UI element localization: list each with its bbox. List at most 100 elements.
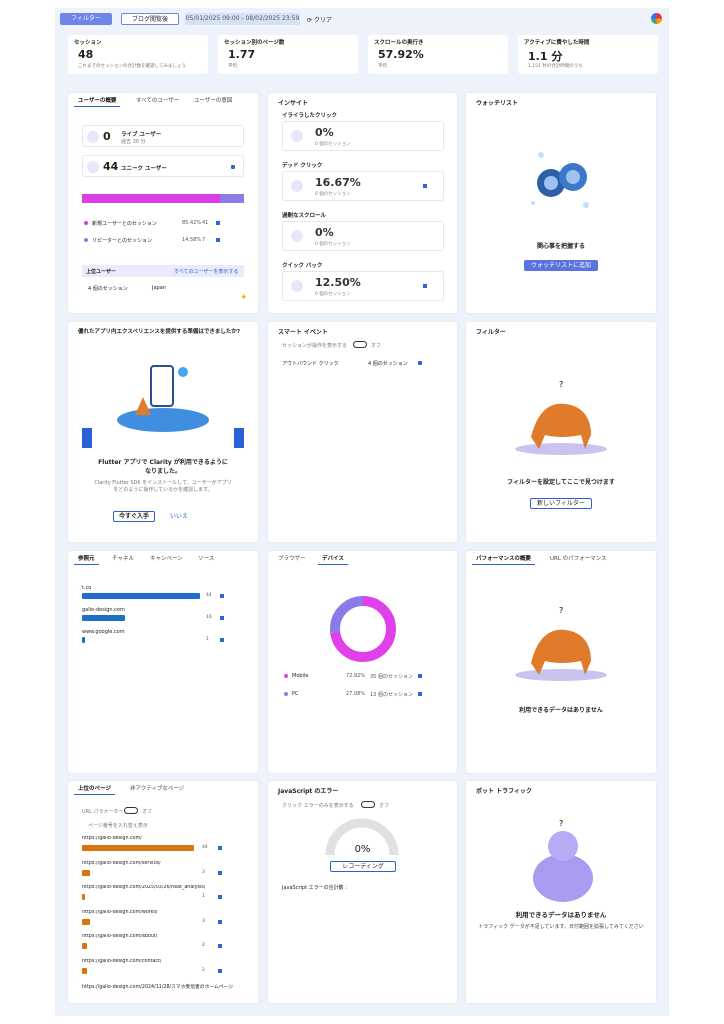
- tab[interactable]: ソース: [198, 556, 215, 562]
- recording-icon: [220, 638, 224, 642]
- gauge-track: [325, 818, 399, 856]
- no-button[interactable]: いいえ: [169, 513, 188, 520]
- bar: [82, 593, 200, 599]
- segment-percent: 85.42%: [182, 220, 202, 226]
- binoculars-illustration: [531, 152, 589, 208]
- recording-icon[interactable]: [418, 361, 422, 365]
- bar: [82, 845, 194, 851]
- page-url: https://galio-design.com/contact/: [82, 958, 162, 964]
- card-title: インサイト: [278, 100, 309, 107]
- metric-label: アクティブに費やした時間: [524, 40, 590, 46]
- filter-button[interactable]: フィルター: [60, 13, 112, 25]
- recording-icon: [423, 184, 427, 188]
- tab[interactable]: ブラウザー: [278, 556, 306, 562]
- segment-count: 41: [202, 220, 209, 226]
- tab[interactable]: チャネル: [112, 556, 134, 562]
- bear-illustration: ?: [533, 819, 593, 902]
- bar: [82, 869, 90, 876]
- tab[interactable]: 参照元: [74, 553, 99, 565]
- sparkle: ✦: [240, 293, 248, 303]
- insight-name: 過剰なスクロール: [282, 213, 327, 219]
- icon: [291, 130, 303, 142]
- tab[interactable]: パフォーマンスの概要: [472, 553, 535, 565]
- recordings-button[interactable]: レコーディング: [330, 861, 396, 872]
- metric-card: アクティブに費やした時間 1.1 分 1,151 秒の合計時間のうち: [518, 35, 658, 74]
- recording-icon: [418, 674, 422, 678]
- toggle-state: オフ: [142, 809, 153, 815]
- referrer-name: www.google.com: [82, 629, 125, 635]
- toggle-label: クリック エラーのみを表示する: [282, 803, 354, 809]
- tab[interactable]: ユーザーの概要: [74, 95, 121, 107]
- watchlist-text: 関心事を把握する: [536, 243, 585, 250]
- toggle[interactable]: [361, 801, 375, 808]
- live-label: ライブ ユーザー: [121, 132, 162, 138]
- metric-card: セッション 48 これまでのセッションの合計数を確認してみましょう: [68, 35, 208, 74]
- metric-note: これまでのセッションの合計数を確認してみましょう: [78, 64, 186, 69]
- insight-value: 16.67%: [315, 176, 361, 189]
- tab[interactable]: 上位のページ: [74, 783, 115, 795]
- toggle[interactable]: [353, 341, 367, 348]
- devices-card: ブラウザー デバイス Mobile 72.92% 35 個のセッション PC 27.08…: [268, 551, 457, 773]
- top-user-sessions: 4 個のセッション: [88, 286, 128, 292]
- segment-count: 7: [202, 237, 206, 243]
- bar: [82, 943, 88, 949]
- device-name: Mobile: [292, 673, 309, 679]
- date-range[interactable]: 05/01/2025 09:00 - 08/02/2025 23:59: [185, 13, 300, 25]
- dashboard: フィルター ブログ閲覧後 05/01/2025 09:00 - 08/02/20…: [55, 8, 669, 1016]
- new-filter-button[interactable]: 新しいフィルター: [530, 498, 592, 509]
- fox-illustration: ?: [515, 380, 607, 455]
- legend-dot: [84, 221, 88, 225]
- page-url: https://galio-design.com/2024/11/28/スマホ受…: [82, 985, 234, 990]
- page-value: 3: [202, 869, 205, 875]
- next-arrow[interactable]: [234, 428, 244, 448]
- get-now-button[interactable]: 今すぐ入手: [113, 511, 155, 522]
- add-watchlist-button[interactable]: ウォッチリストに追加: [524, 260, 598, 271]
- device-sessions: 13 個のセッション: [370, 692, 413, 698]
- event-sessions: 4 個のセッション: [368, 361, 408, 367]
- icon: [291, 230, 303, 242]
- tab[interactable]: キャンペーン: [150, 556, 183, 562]
- unique-users: 44 ユニーク ユーザー: [82, 155, 244, 177]
- legend-dot: [84, 238, 88, 242]
- insight-name: デッド クリック: [282, 163, 323, 169]
- page-value: 1: [202, 894, 205, 899]
- watchlist-card: ウォッチリスト 関心事を把握する ウォッチリストに追加: [466, 93, 656, 313]
- recording-icon: [218, 944, 222, 948]
- card-title: スマート イベント: [278, 329, 328, 336]
- page-value: 2: [202, 943, 205, 948]
- toggle-label: URL パラメーター: [82, 809, 124, 815]
- recording-icon: [218, 846, 222, 850]
- live-value: 0: [103, 130, 111, 143]
- user-bar-segment: [220, 194, 244, 203]
- tab[interactable]: すべてのユーザー: [136, 98, 180, 104]
- referrer-value: 44: [206, 593, 212, 598]
- prev-arrow[interactable]: [82, 428, 92, 448]
- page-url: https://galio-design.com/: [82, 836, 142, 841]
- referrer-value: 16: [206, 615, 212, 620]
- segment-dropdown[interactable]: ブログ閲覧後: [121, 13, 179, 25]
- metric-note: 平均: [228, 64, 237, 69]
- user-bar: [82, 194, 244, 203]
- copilot-icon[interactable]: [651, 13, 662, 24]
- user-bar-segment: [82, 194, 221, 203]
- clear-label: クリア: [313, 17, 332, 24]
- insight-sessions: 6 個のセッション: [315, 292, 351, 297]
- recording-icon: [218, 870, 222, 875]
- clear-button[interactable]: ⟳ クリア: [307, 17, 332, 24]
- recording-icon[interactable]: [231, 165, 235, 169]
- page-value: 44: [202, 845, 208, 850]
- tab[interactable]: URL のパフォーマンス: [550, 556, 607, 562]
- donut-segment: [330, 596, 396, 662]
- insight-sessions: 8 個のセッション: [315, 192, 351, 197]
- tab[interactable]: ユーザーの意図: [194, 98, 233, 104]
- recording-icon: [216, 221, 220, 225]
- tab[interactable]: デバイス: [318, 553, 348, 565]
- toggle-state: オフ: [379, 803, 390, 809]
- toggle[interactable]: [124, 807, 138, 814]
- tab[interactable]: 非アクティブなページ: [130, 786, 185, 792]
- metric-value: 1.77: [228, 48, 256, 61]
- top-users-link[interactable]: すべてのユーザーを表示する: [174, 269, 239, 275]
- referrers-card: 参照元 チャネル キャンペーン ソース t.co 44 galio-design.c…: [68, 551, 258, 773]
- segment-percent: 14.58%: [182, 237, 202, 243]
- smart-events-card: スマート イベント セッションが操作を表示する オフ アウトバウンド クリック …: [268, 322, 457, 542]
